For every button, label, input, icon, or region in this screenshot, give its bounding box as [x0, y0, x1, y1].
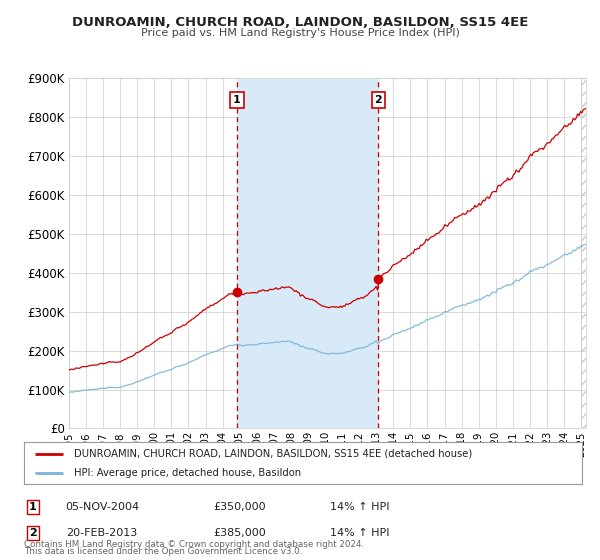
- Text: 1: 1: [233, 95, 241, 105]
- Text: 20-FEB-2013: 20-FEB-2013: [67, 528, 137, 538]
- Text: 2: 2: [374, 95, 382, 105]
- Text: DUNROAMIN, CHURCH ROAD, LAINDON, BASILDON, SS15 4EE (detached house): DUNROAMIN, CHURCH ROAD, LAINDON, BASILDO…: [74, 449, 472, 459]
- Text: 14% ↑ HPI: 14% ↑ HPI: [330, 502, 390, 512]
- Text: £385,000: £385,000: [214, 528, 266, 538]
- Text: Price paid vs. HM Land Registry's House Price Index (HPI): Price paid vs. HM Land Registry's House …: [140, 28, 460, 38]
- Bar: [237, 78, 379, 428]
- Text: 2: 2: [29, 528, 37, 538]
- Text: 1: 1: [29, 502, 37, 512]
- Text: This data is licensed under the Open Government Licence v3.0.: This data is licensed under the Open Gov…: [24, 547, 302, 556]
- Text: 05-NOV-2004: 05-NOV-2004: [65, 502, 139, 512]
- Text: £350,000: £350,000: [214, 502, 266, 512]
- Text: Contains HM Land Registry data © Crown copyright and database right 2024.: Contains HM Land Registry data © Crown c…: [24, 540, 364, 549]
- Text: HPI: Average price, detached house, Basildon: HPI: Average price, detached house, Basi…: [74, 468, 301, 478]
- Text: 14% ↑ HPI: 14% ↑ HPI: [330, 528, 390, 538]
- Text: DUNROAMIN, CHURCH ROAD, LAINDON, BASILDON, SS15 4EE: DUNROAMIN, CHURCH ROAD, LAINDON, BASILDO…: [72, 16, 528, 29]
- Bar: [581, 78, 586, 428]
